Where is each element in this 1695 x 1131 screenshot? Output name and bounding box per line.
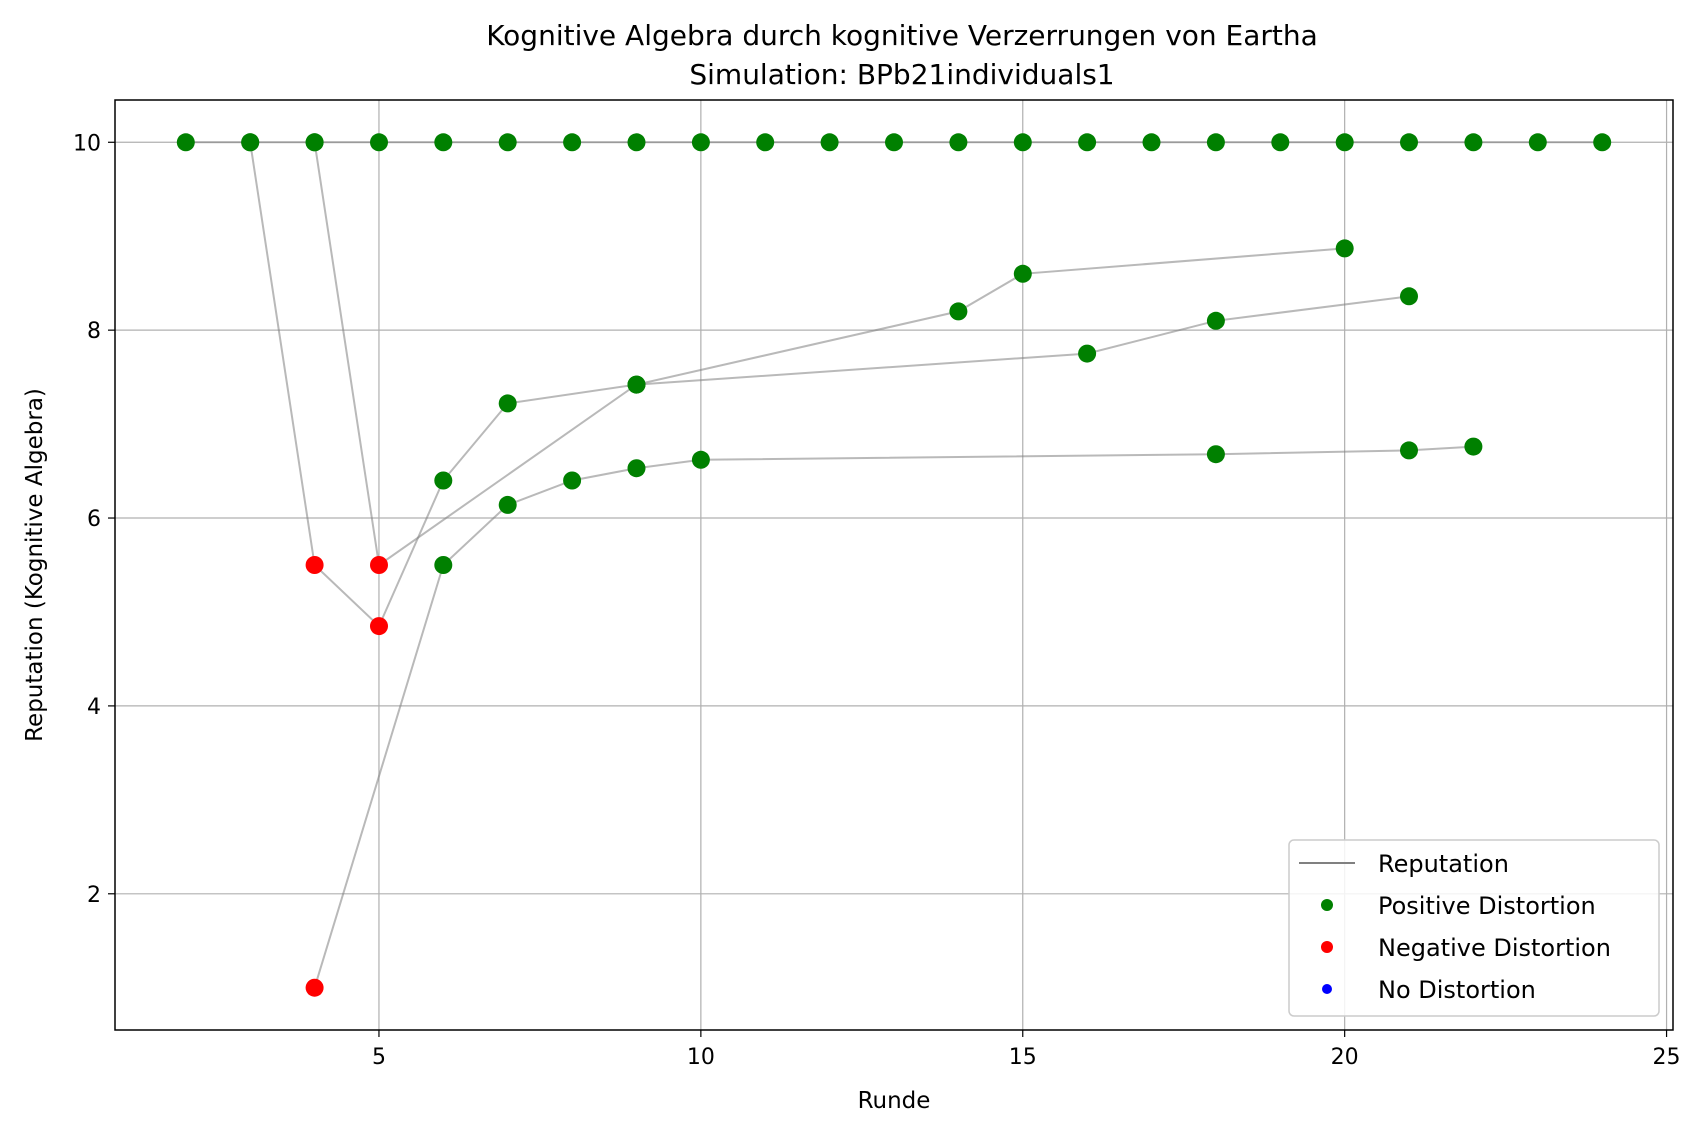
chart-title: Kognitive Algebra durch kognitive Verzer… (486, 19, 1318, 52)
positive-distortion-point (1078, 133, 1097, 152)
negative-distortion-point (370, 556, 388, 574)
y-tick-label: 10 (73, 131, 101, 156)
positive-distortion-point (498, 394, 517, 413)
legend-frame (1288, 839, 1660, 1017)
positive-distortion-point (370, 133, 388, 152)
positive-distortion-point (498, 133, 517, 152)
positive-distortion-point (820, 133, 839, 152)
y-tick-label: 2 (87, 883, 101, 908)
positive-distortion-point (305, 133, 324, 152)
positive-distortion-point (1142, 133, 1161, 152)
positive-distortion-point (1013, 133, 1032, 152)
positive-distortion-point (1335, 239, 1354, 258)
positive-distortion-point (691, 133, 710, 152)
y-axis-label: Reputation (Kognitive Algebra) (22, 388, 48, 742)
negative-distortion-point (305, 978, 324, 997)
positive-distortion-point (1335, 133, 1354, 152)
positive-distortion-point (241, 133, 260, 152)
positive-distortion-point (627, 375, 646, 394)
negative-distortion-point (305, 556, 324, 574)
y-tick-label: 4 (87, 695, 101, 720)
positive-distortion-point (1206, 311, 1225, 330)
positive-distortion-point (1271, 133, 1290, 152)
positive-distortion-point (1078, 344, 1097, 363)
positive-distortion-point (434, 133, 453, 152)
positive-distortion-point (434, 471, 453, 490)
positive-distortion-point (691, 450, 710, 469)
negative-distortion-point (370, 617, 388, 636)
positive-distortion-point (627, 133, 646, 152)
positive-distortion-point (949, 302, 968, 321)
positive-distortion-point (1400, 133, 1418, 152)
x-axis-label: Runde (858, 1088, 931, 1114)
positive-distortion-point (1013, 264, 1032, 283)
positive-distortion-point (1400, 287, 1418, 306)
legend-positive-swatch (1321, 899, 1333, 911)
positive-distortion-point (1528, 133, 1547, 152)
positive-distortion-point (1400, 441, 1418, 460)
legend-none-label: No Distortion (1378, 976, 1536, 1004)
chart-subtitle: Simulation: BPb21individuals1 (689, 58, 1114, 91)
x-tick-label: 20 (1331, 1045, 1359, 1070)
positive-distortion-point (1206, 133, 1225, 152)
x-tick-label: 10 (687, 1045, 715, 1070)
legend-negative-swatch (1321, 941, 1333, 953)
positive-distortion-point (1464, 133, 1483, 152)
positive-distortion-point (1593, 133, 1612, 152)
positive-distortion-point (176, 133, 195, 152)
positive-distortion-point (1464, 437, 1483, 456)
reputation-line (313, 142, 1345, 567)
positive-distortion-point (885, 133, 903, 152)
legend-none-swatch (1322, 984, 1332, 994)
x-tick-label: 5 (372, 1045, 386, 1070)
plot-frame (114, 99, 1674, 1031)
positive-distortion-point (627, 459, 646, 478)
axis-ticks: 5 10 15 20 25 2 4 6 8 10 (73, 131, 1681, 1070)
positive-distortion-point (1206, 445, 1225, 464)
positive-distortion-point (434, 556, 453, 574)
positive-distortion-point (949, 133, 968, 152)
distortion-points (176, 133, 1612, 997)
legend: Reputation Positive Distortion Negative … (1288, 839, 1660, 1017)
positive-distortion-point (563, 133, 582, 152)
positive-distortion-point (563, 471, 582, 490)
y-tick-label: 6 (87, 507, 101, 532)
positive-distortion-point (756, 133, 775, 152)
legend-positive-label: Positive Distortion (1378, 892, 1596, 920)
legend-reputation-label: Reputation (1378, 850, 1509, 878)
legend-negative-label: Negative Distortion (1378, 934, 1611, 962)
y-tick-label: 8 (87, 319, 101, 344)
reputation-line (249, 142, 1410, 628)
x-tick-label: 25 (1653, 1045, 1681, 1070)
x-tick-label: 15 (1009, 1045, 1037, 1070)
positive-distortion-point (498, 495, 517, 514)
